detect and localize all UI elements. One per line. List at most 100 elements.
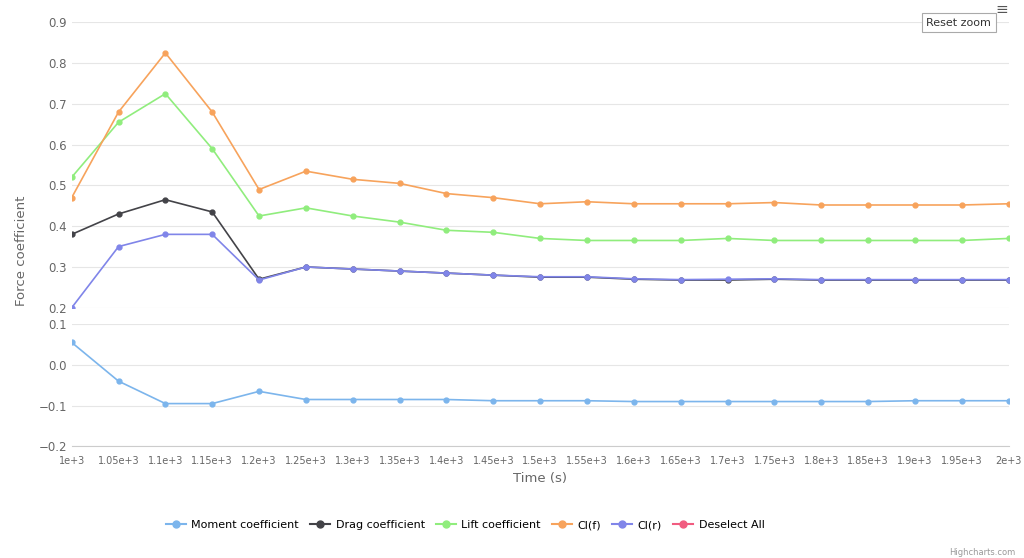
- Line: Moment coefficient: Moment coefficient: [70, 364, 1011, 430]
- Moment coefficient: [206, 425, 218, 431]
- Cl(f): [675, 200, 687, 207]
- Cl(f): [1002, 200, 1015, 207]
- Lift coefficient: [300, 205, 312, 211]
- Cl(r): [1002, 276, 1015, 283]
- Drag coefficient: [300, 263, 312, 270]
- Moment coefficient: [440, 421, 453, 427]
- Drag coefficient: [1002, 277, 1015, 283]
- Drag coefficient: [815, 277, 827, 283]
- Lift coefficient: [815, 237, 827, 244]
- Cl(r): [768, 276, 780, 282]
- Lift coefficient: [393, 219, 406, 225]
- Moment coefficient: [581, 422, 593, 429]
- Cl(r): [722, 276, 734, 282]
- Drag coefficient: [440, 270, 453, 276]
- Cl(r): [113, 243, 125, 250]
- Drag coefficient: [862, 277, 874, 283]
- Lift coefficient: [909, 237, 922, 244]
- Drag coefficient: [346, 266, 359, 272]
- Drag coefficient: [487, 272, 500, 278]
- Cl(f): [581, 199, 593, 205]
- Cl(f): [66, 194, 78, 201]
- Cl(r): [955, 276, 968, 283]
- Lift coefficient: [535, 235, 547, 242]
- Cl(r): [253, 277, 265, 283]
- Cl(r): [66, 305, 78, 311]
- Cl(r): [675, 276, 687, 283]
- Text: Force coefficient: Force coefficient: [15, 196, 29, 306]
- Lift coefficient: [675, 237, 687, 244]
- Legend: Moment coefficient, Drag coefficient, Lift coefficient, Cl(f), Cl(r), Deselect A: Moment coefficient, Drag coefficient, Li…: [162, 516, 769, 535]
- Moment coefficient: [535, 422, 547, 429]
- Line: Cl(f): Cl(f): [70, 50, 1011, 208]
- Cl(f): [768, 199, 780, 206]
- Cl(r): [581, 273, 593, 280]
- Cl(f): [113, 109, 125, 116]
- Cl(f): [346, 176, 359, 182]
- Moment coefficient: [66, 364, 78, 371]
- Lift coefficient: [955, 237, 968, 244]
- Cl(r): [862, 276, 874, 283]
- Moment coefficient: [768, 422, 780, 429]
- Cl(r): [393, 268, 406, 275]
- Cl(r): [535, 273, 547, 280]
- Text: Reset zoom: Reset zoom: [927, 18, 991, 28]
- Lift coefficient: [1002, 235, 1015, 242]
- Lift coefficient: [113, 119, 125, 126]
- Moment coefficient: [722, 422, 734, 429]
- Text: Highcharts.com: Highcharts.com: [949, 548, 1016, 557]
- Lift coefficient: [862, 237, 874, 244]
- Lift coefficient: [159, 90, 171, 97]
- Drag coefficient: [206, 209, 218, 215]
- Cl(r): [346, 266, 359, 272]
- Drag coefficient: [909, 277, 922, 283]
- Moment coefficient: [253, 412, 265, 419]
- Drag coefficient: [955, 277, 968, 283]
- Moment coefficient: [955, 422, 968, 429]
- Moment coefficient: [300, 421, 312, 427]
- Lift coefficient: [581, 237, 593, 244]
- Drag coefficient: [393, 268, 406, 275]
- Drag coefficient: [113, 210, 125, 217]
- Cl(r): [815, 276, 827, 283]
- Drag coefficient: [722, 277, 734, 283]
- Moment coefficient: [862, 422, 874, 429]
- Moment coefficient: [909, 422, 922, 429]
- Cl(f): [393, 180, 406, 187]
- Lift coefficient: [206, 146, 218, 152]
- Cl(f): [487, 194, 500, 201]
- Cl(f): [815, 201, 827, 208]
- Cl(f): [159, 50, 171, 56]
- Drag coefficient: [628, 276, 640, 282]
- Moment coefficient: [487, 422, 500, 429]
- Cl(f): [722, 200, 734, 207]
- Drag coefficient: [159, 196, 171, 203]
- Cl(f): [253, 186, 265, 193]
- Line: Drag coefficient: Drag coefficient: [70, 198, 1011, 282]
- Lift coefficient: [66, 174, 78, 181]
- Cl(f): [440, 190, 453, 197]
- Cl(f): [300, 168, 312, 175]
- Cl(r): [440, 270, 453, 276]
- Lift coefficient: [440, 227, 453, 234]
- X-axis label: Time (s): Time (s): [513, 472, 567, 485]
- Moment coefficient: [628, 422, 640, 429]
- Drag coefficient: [535, 274, 547, 281]
- Cl(r): [206, 231, 218, 238]
- Drag coefficient: [66, 231, 78, 238]
- Lift coefficient: [487, 229, 500, 235]
- Cl(r): [300, 263, 312, 270]
- Cl(f): [862, 201, 874, 208]
- Lift coefficient: [768, 237, 780, 244]
- Cl(f): [909, 201, 922, 208]
- Moment coefficient: [675, 422, 687, 429]
- Cl(f): [206, 109, 218, 116]
- Text: ≡: ≡: [996, 2, 1009, 17]
- Drag coefficient: [581, 274, 593, 281]
- Cl(f): [628, 200, 640, 207]
- Moment coefficient: [346, 421, 359, 427]
- Drag coefficient: [768, 276, 780, 282]
- Cl(f): [535, 200, 547, 207]
- Lift coefficient: [628, 237, 640, 244]
- Cl(r): [628, 276, 640, 282]
